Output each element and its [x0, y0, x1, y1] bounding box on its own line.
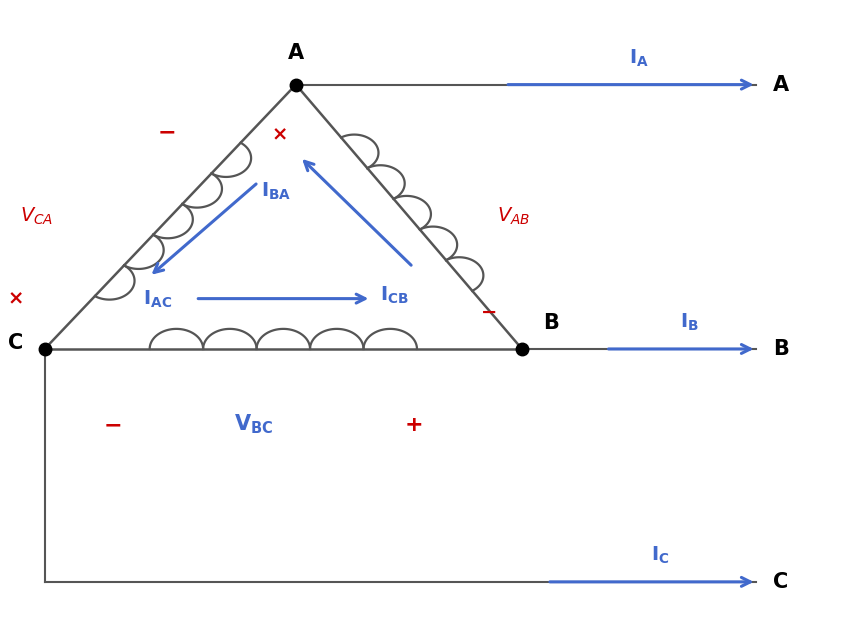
Text: $\mathbf{-}$: $\mathbf{-}$ [481, 302, 497, 321]
Text: $\mathbf{I_{CB}}$: $\mathbf{I_{CB}}$ [379, 285, 409, 306]
Text: $\mathbf{I_A}$: $\mathbf{I_A}$ [629, 48, 649, 69]
Text: $\mathbf{-}$: $\mathbf{-}$ [103, 415, 121, 434]
Text: $\mathbf{+}$: $\mathbf{+}$ [404, 415, 422, 434]
Text: $\mathbf{I_B}$: $\mathbf{I_B}$ [680, 312, 699, 333]
Text: $\mathit{V_{CA}}$: $\mathit{V_{CA}}$ [19, 206, 53, 227]
Text: $\mathbf{-}$: $\mathbf{-}$ [157, 122, 175, 142]
Text: $\mathbf{I_{BA}}$: $\mathbf{I_{BA}}$ [261, 181, 292, 203]
Text: A: A [773, 74, 789, 95]
Text: $\mathit{V_{AB}}$: $\mathit{V_{AB}}$ [497, 206, 530, 227]
Text: $\mathbf{\times}$: $\mathbf{\times}$ [7, 289, 23, 308]
Text: $\mathbf{I_C}$: $\mathbf{I_C}$ [651, 545, 669, 566]
Text: B: B [773, 339, 789, 359]
Text: $\mathbf{I_{AC}}$: $\mathbf{I_{AC}}$ [143, 289, 172, 311]
Text: $\mathbf{V_{BC}}$: $\mathbf{V_{BC}}$ [234, 413, 274, 436]
Text: $\mathbf{\times}$: $\mathbf{\times}$ [271, 126, 287, 144]
Text: C: C [8, 333, 24, 352]
Text: A: A [287, 43, 304, 63]
Text: C: C [773, 572, 788, 592]
Text: B: B [543, 313, 559, 333]
